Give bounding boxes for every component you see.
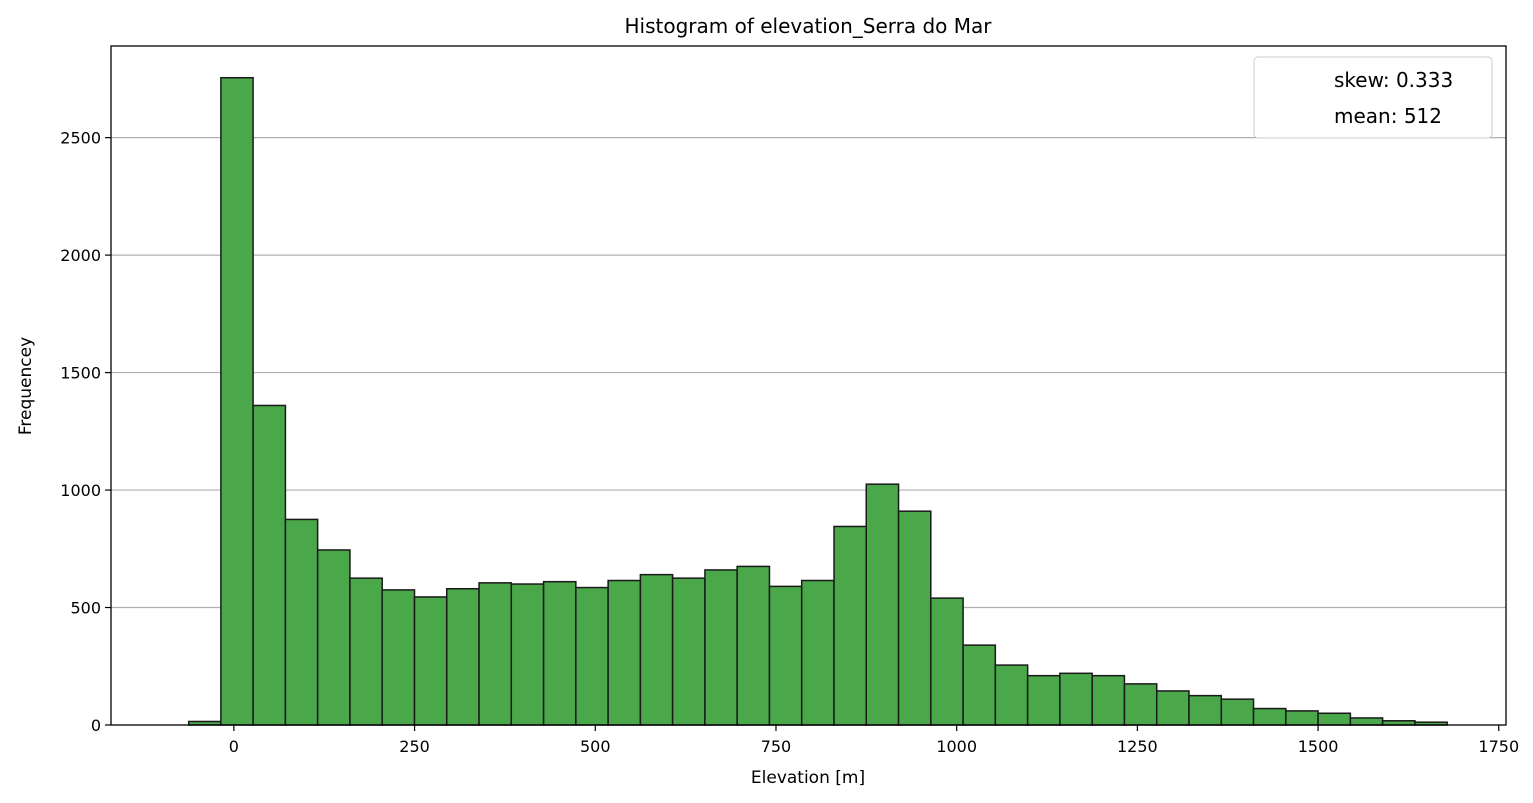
histogram-bar xyxy=(994,664,1029,726)
histogram-bar xyxy=(1059,672,1093,726)
x-tick-label: 0 xyxy=(229,737,239,756)
histogram-bar xyxy=(736,565,771,726)
histogram-bar xyxy=(1026,674,1061,726)
histogram-bar xyxy=(1220,698,1255,726)
histogram-bar xyxy=(510,583,545,726)
histogram-bar xyxy=(865,483,900,726)
histogram-bar xyxy=(349,577,383,726)
histogram-bar xyxy=(704,569,738,726)
histogram-bar xyxy=(220,76,254,726)
histogram-bar xyxy=(768,585,803,726)
histogram-bar xyxy=(833,525,868,726)
histogram-bar xyxy=(252,404,287,726)
y-tick-label: 2500 xyxy=(60,129,101,148)
histogram-bar xyxy=(962,644,997,726)
y-tick-label: 1000 xyxy=(60,481,101,500)
y-tick-label: 500 xyxy=(70,599,101,618)
histogram-bar xyxy=(607,579,642,726)
x-tick-label: 250 xyxy=(399,737,430,756)
histogram-bar xyxy=(1349,717,1384,726)
histogram-bar xyxy=(639,573,674,726)
y-axis-ticks: 0 500 1000 1500 2000 2500 xyxy=(60,129,111,735)
y-gridlines xyxy=(111,137,1506,609)
histogram-bar xyxy=(413,596,448,726)
x-tick-label: 750 xyxy=(761,737,792,756)
histogram-bar xyxy=(478,582,513,726)
histogram-bar xyxy=(445,587,480,726)
histogram-bar xyxy=(575,586,609,726)
x-axis-ticks: 0 250 500 750 1000 1250 1500 1750 xyxy=(229,725,1519,756)
chart-title: Histogram of elevation_Serra do Mar xyxy=(624,14,992,38)
histogram-bar xyxy=(671,577,706,726)
histogram-bar xyxy=(316,549,351,726)
y-axis-label: Frequencey xyxy=(16,337,36,435)
histogram-bars xyxy=(187,76,1448,726)
y-tick-label: 1500 xyxy=(60,364,101,383)
x-tick-label: 1500 xyxy=(1298,737,1339,756)
histogram-bar xyxy=(284,518,319,726)
y-tick-label: 2000 xyxy=(60,246,101,265)
legend-entry-mean: mean: 512 xyxy=(1334,104,1442,128)
histogram-bar xyxy=(897,510,932,726)
legend-box xyxy=(1253,56,1493,139)
x-tick-label: 1000 xyxy=(936,737,977,756)
x-tick-label: 500 xyxy=(580,737,611,756)
x-axis-label: Elevation [m] xyxy=(751,768,865,788)
histogram-bar xyxy=(1188,694,1223,726)
histogram-bar xyxy=(1285,710,1319,726)
histogram-bar xyxy=(1091,674,1126,726)
histogram-bar xyxy=(1155,690,1190,726)
y-tick-label: 0 xyxy=(91,716,101,735)
legend: skew: 0.333 mean: 512 xyxy=(1253,56,1493,139)
x-tick-label: 1750 xyxy=(1478,737,1519,756)
legend-entry-skew: skew: 0.333 xyxy=(1334,68,1453,92)
histogram-bar xyxy=(542,580,577,726)
histogram-bar xyxy=(381,589,416,726)
histogram-bar xyxy=(1252,707,1287,726)
histogram-bar xyxy=(800,579,835,726)
histogram-bar xyxy=(1317,712,1352,726)
histogram-bar xyxy=(1123,683,1158,726)
histogram-bar xyxy=(930,597,964,726)
x-tick-label: 1250 xyxy=(1117,737,1158,756)
plot-frame xyxy=(110,45,1507,726)
